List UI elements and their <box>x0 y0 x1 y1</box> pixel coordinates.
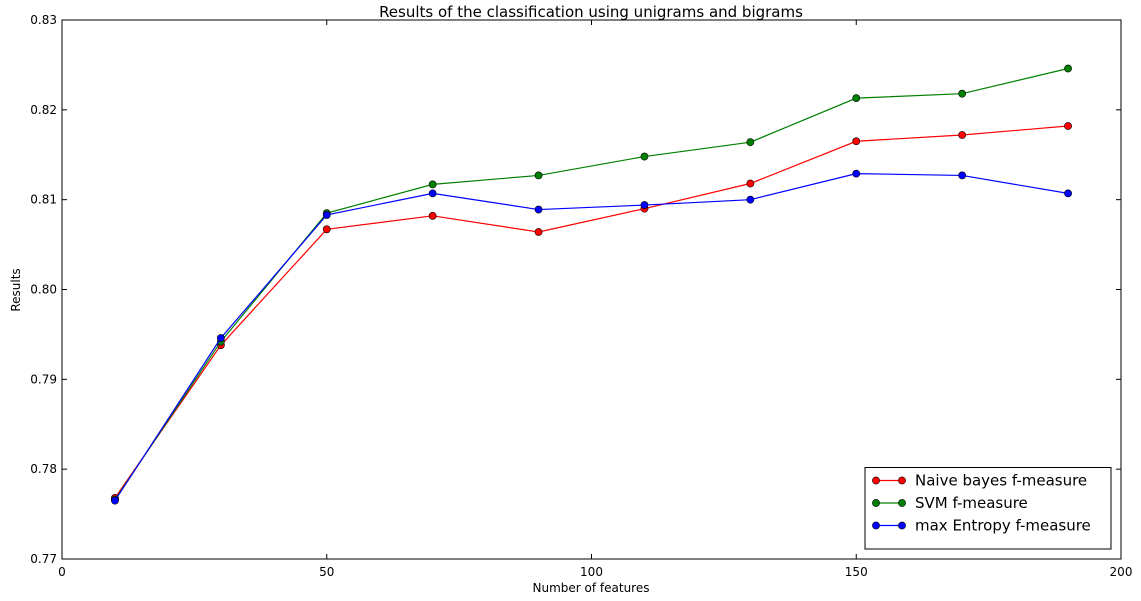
data-point <box>322 225 331 234</box>
legend-item: max Entropy f-measure <box>872 517 1091 535</box>
data-point <box>216 334 225 342</box>
data-point <box>852 137 861 146</box>
data-point <box>640 201 649 209</box>
x-tick-label: 50 <box>319 565 334 579</box>
plot-series-layer <box>111 64 1072 505</box>
data-point <box>958 89 967 98</box>
x-axis-label: Number of features <box>533 581 650 595</box>
y-tick-label: 0.79 <box>30 372 57 386</box>
series-1 <box>111 64 1072 504</box>
x-tick-label: 100 <box>580 565 603 579</box>
data-point <box>958 171 967 180</box>
data-point <box>1064 122 1072 130</box>
data-point <box>1064 189 1072 198</box>
legend-marker <box>872 521 880 530</box>
legend-marker <box>898 499 906 507</box>
data-point <box>640 152 649 161</box>
legend-label: Naive bayes f-measure <box>915 472 1087 490</box>
legend-marker <box>898 521 906 530</box>
data-point <box>534 205 543 214</box>
data-point <box>428 189 437 198</box>
chart-title: Results of the classification using unig… <box>379 3 803 21</box>
legend: Naive bayes f-measure SVM f-measure max En… <box>864 467 1112 550</box>
data-point <box>534 171 543 180</box>
legend-box <box>864 467 1112 550</box>
data-point <box>322 211 331 219</box>
y-axis-label: Results <box>9 268 23 311</box>
data-point <box>534 228 543 236</box>
data-point <box>852 169 861 178</box>
y-tick-label: 0.83 <box>30 13 57 27</box>
y-tick-label: 0.81 <box>30 193 57 207</box>
series-0 <box>111 122 1072 502</box>
legend-label: max Entropy f-measure <box>915 517 1091 535</box>
series-line <box>114 173 1069 501</box>
data-point <box>428 211 437 220</box>
legend-item: SVM f-measure <box>872 494 1028 512</box>
legend-marker <box>898 476 906 485</box>
data-point <box>1064 64 1072 73</box>
axis-ticks-layer: 0 50 100 150 200 0.77 0.78 0.79 0.80 0.81 0.82 0.83 <box>30 13 1132 579</box>
data-point <box>958 131 967 139</box>
y-tick-label: 0.78 <box>30 462 57 476</box>
legend-label: SVM f-measure <box>915 494 1028 512</box>
data-point <box>852 94 861 103</box>
y-tick-label: 0.80 <box>30 283 57 297</box>
x-tick-label: 150 <box>845 565 868 579</box>
legend-item: Naive bayes f-measure <box>872 472 1087 490</box>
data-point <box>746 138 755 147</box>
legend-marker <box>872 476 880 485</box>
data-point <box>111 496 119 505</box>
data-point <box>428 180 437 189</box>
y-tick-label: 0.82 <box>30 103 57 117</box>
series-2 <box>111 169 1072 505</box>
legend-marker <box>872 499 880 507</box>
x-tick-label: 200 <box>1110 565 1133 579</box>
y-tick-label: 0.77 <box>30 552 57 566</box>
data-point <box>746 179 755 188</box>
x-tick-label: 0 <box>58 565 66 579</box>
data-point <box>746 195 755 204</box>
series-line <box>114 125 1069 499</box>
series-line <box>114 67 1069 501</box>
